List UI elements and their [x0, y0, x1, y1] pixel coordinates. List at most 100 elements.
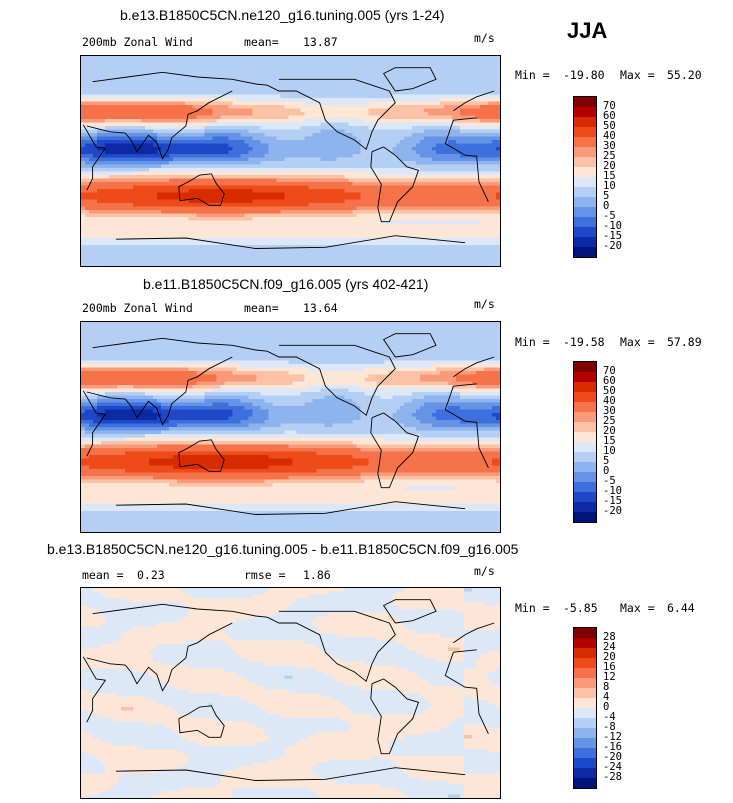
- field-cell: [300, 168, 306, 173]
- field-cell: [108, 203, 114, 208]
- field-cell: [116, 87, 122, 92]
- field-cell: [308, 157, 314, 162]
- field-cell: [408, 122, 413, 127]
- field-cell: [308, 217, 314, 222]
- field-cell: [132, 196, 138, 201]
- field-cell: [476, 101, 481, 106]
- field-cell: [356, 112, 361, 117]
- field-cell: [308, 189, 314, 194]
- field-cell: [280, 101, 286, 106]
- field-cell: [452, 168, 457, 173]
- field-cell: [316, 63, 322, 68]
- field-cell: [88, 80, 94, 85]
- field-cell: [444, 98, 449, 103]
- field-cell: [376, 66, 381, 71]
- field-cell: [484, 94, 489, 99]
- field-cell: [488, 66, 493, 71]
- field-cell: [236, 70, 242, 75]
- field-cell: [308, 115, 314, 120]
- field-cell: [144, 87, 150, 92]
- field-cell: [244, 115, 250, 120]
- field-cell: [400, 126, 405, 131]
- panel1-mean-label: mean=: [244, 35, 279, 49]
- field-cell: [324, 213, 330, 218]
- field-cell: [480, 91, 485, 96]
- field-cell: [212, 189, 218, 194]
- field-cell: [188, 73, 194, 78]
- field-cell: [96, 213, 102, 218]
- field-cell: [272, 150, 278, 155]
- field-cell: [81, 147, 86, 152]
- field-cell: [424, 175, 429, 180]
- field-cell: [380, 213, 385, 218]
- field-cell: [344, 164, 349, 169]
- field-cell: [384, 206, 389, 211]
- field-cell: [216, 115, 222, 120]
- field-cell: [104, 115, 110, 120]
- field-cell: [144, 140, 150, 145]
- field-cell: [112, 84, 118, 89]
- field-cell: [372, 66, 377, 71]
- field-cell: [280, 203, 286, 208]
- field-cell: [232, 59, 238, 64]
- field-cell: [272, 98, 278, 103]
- field-cell: [144, 94, 150, 99]
- field-cell: [392, 129, 397, 134]
- field-cell: [152, 108, 158, 113]
- field-cell: [352, 133, 357, 138]
- field-cell: [452, 91, 457, 96]
- field-cell: [392, 150, 397, 155]
- field-cell: [308, 206, 314, 211]
- field-cell: [112, 129, 118, 134]
- field-cell: [432, 77, 437, 82]
- field-cell: [488, 217, 493, 222]
- field-cell: [444, 56, 449, 61]
- field-cell: [120, 199, 126, 204]
- field-cell: [104, 133, 110, 138]
- field-cell: [472, 143, 477, 148]
- field-cell: [428, 63, 433, 68]
- field-cell: [344, 136, 349, 141]
- field-cell: [124, 192, 130, 197]
- field-cell: [296, 133, 302, 138]
- field-cell: [132, 133, 138, 138]
- field-cell: [192, 94, 198, 99]
- field-cell: [256, 84, 262, 89]
- field-cell: [108, 70, 114, 75]
- field-cell: [200, 192, 206, 197]
- field-cell: [372, 122, 377, 127]
- field-cell: [372, 178, 377, 183]
- field-cell: [368, 56, 373, 61]
- field-cell: [464, 73, 469, 78]
- field-cell: [492, 56, 497, 61]
- field-cell: [480, 87, 485, 92]
- field-cell: [488, 157, 493, 162]
- field-cell: [81, 133, 86, 138]
- field-cell: [120, 161, 126, 166]
- field-cell: [180, 210, 186, 215]
- field-cell: [268, 203, 274, 208]
- field-cell: [156, 80, 162, 85]
- field-cell: [212, 175, 218, 180]
- field-cell: [468, 63, 473, 68]
- field-cell: [96, 161, 102, 166]
- field-cell: [424, 147, 429, 152]
- field-cell: [352, 66, 357, 71]
- field-cell: [268, 87, 274, 92]
- field-cell: [368, 210, 373, 215]
- field-cell: [376, 164, 381, 169]
- field-cell: [204, 161, 210, 166]
- field-cell: [260, 157, 266, 162]
- field-cell: [264, 185, 270, 190]
- field-cell: [216, 175, 222, 180]
- field-cell: [400, 87, 405, 92]
- field-cell: [192, 122, 198, 127]
- field-cell: [376, 168, 381, 173]
- field-cell: [412, 185, 417, 190]
- field-cell: [92, 63, 98, 68]
- field-cell: [428, 70, 433, 75]
- field-cell: [92, 129, 98, 134]
- field-cell: [140, 136, 146, 141]
- field-cell: [356, 203, 361, 208]
- field-cell: [460, 91, 465, 96]
